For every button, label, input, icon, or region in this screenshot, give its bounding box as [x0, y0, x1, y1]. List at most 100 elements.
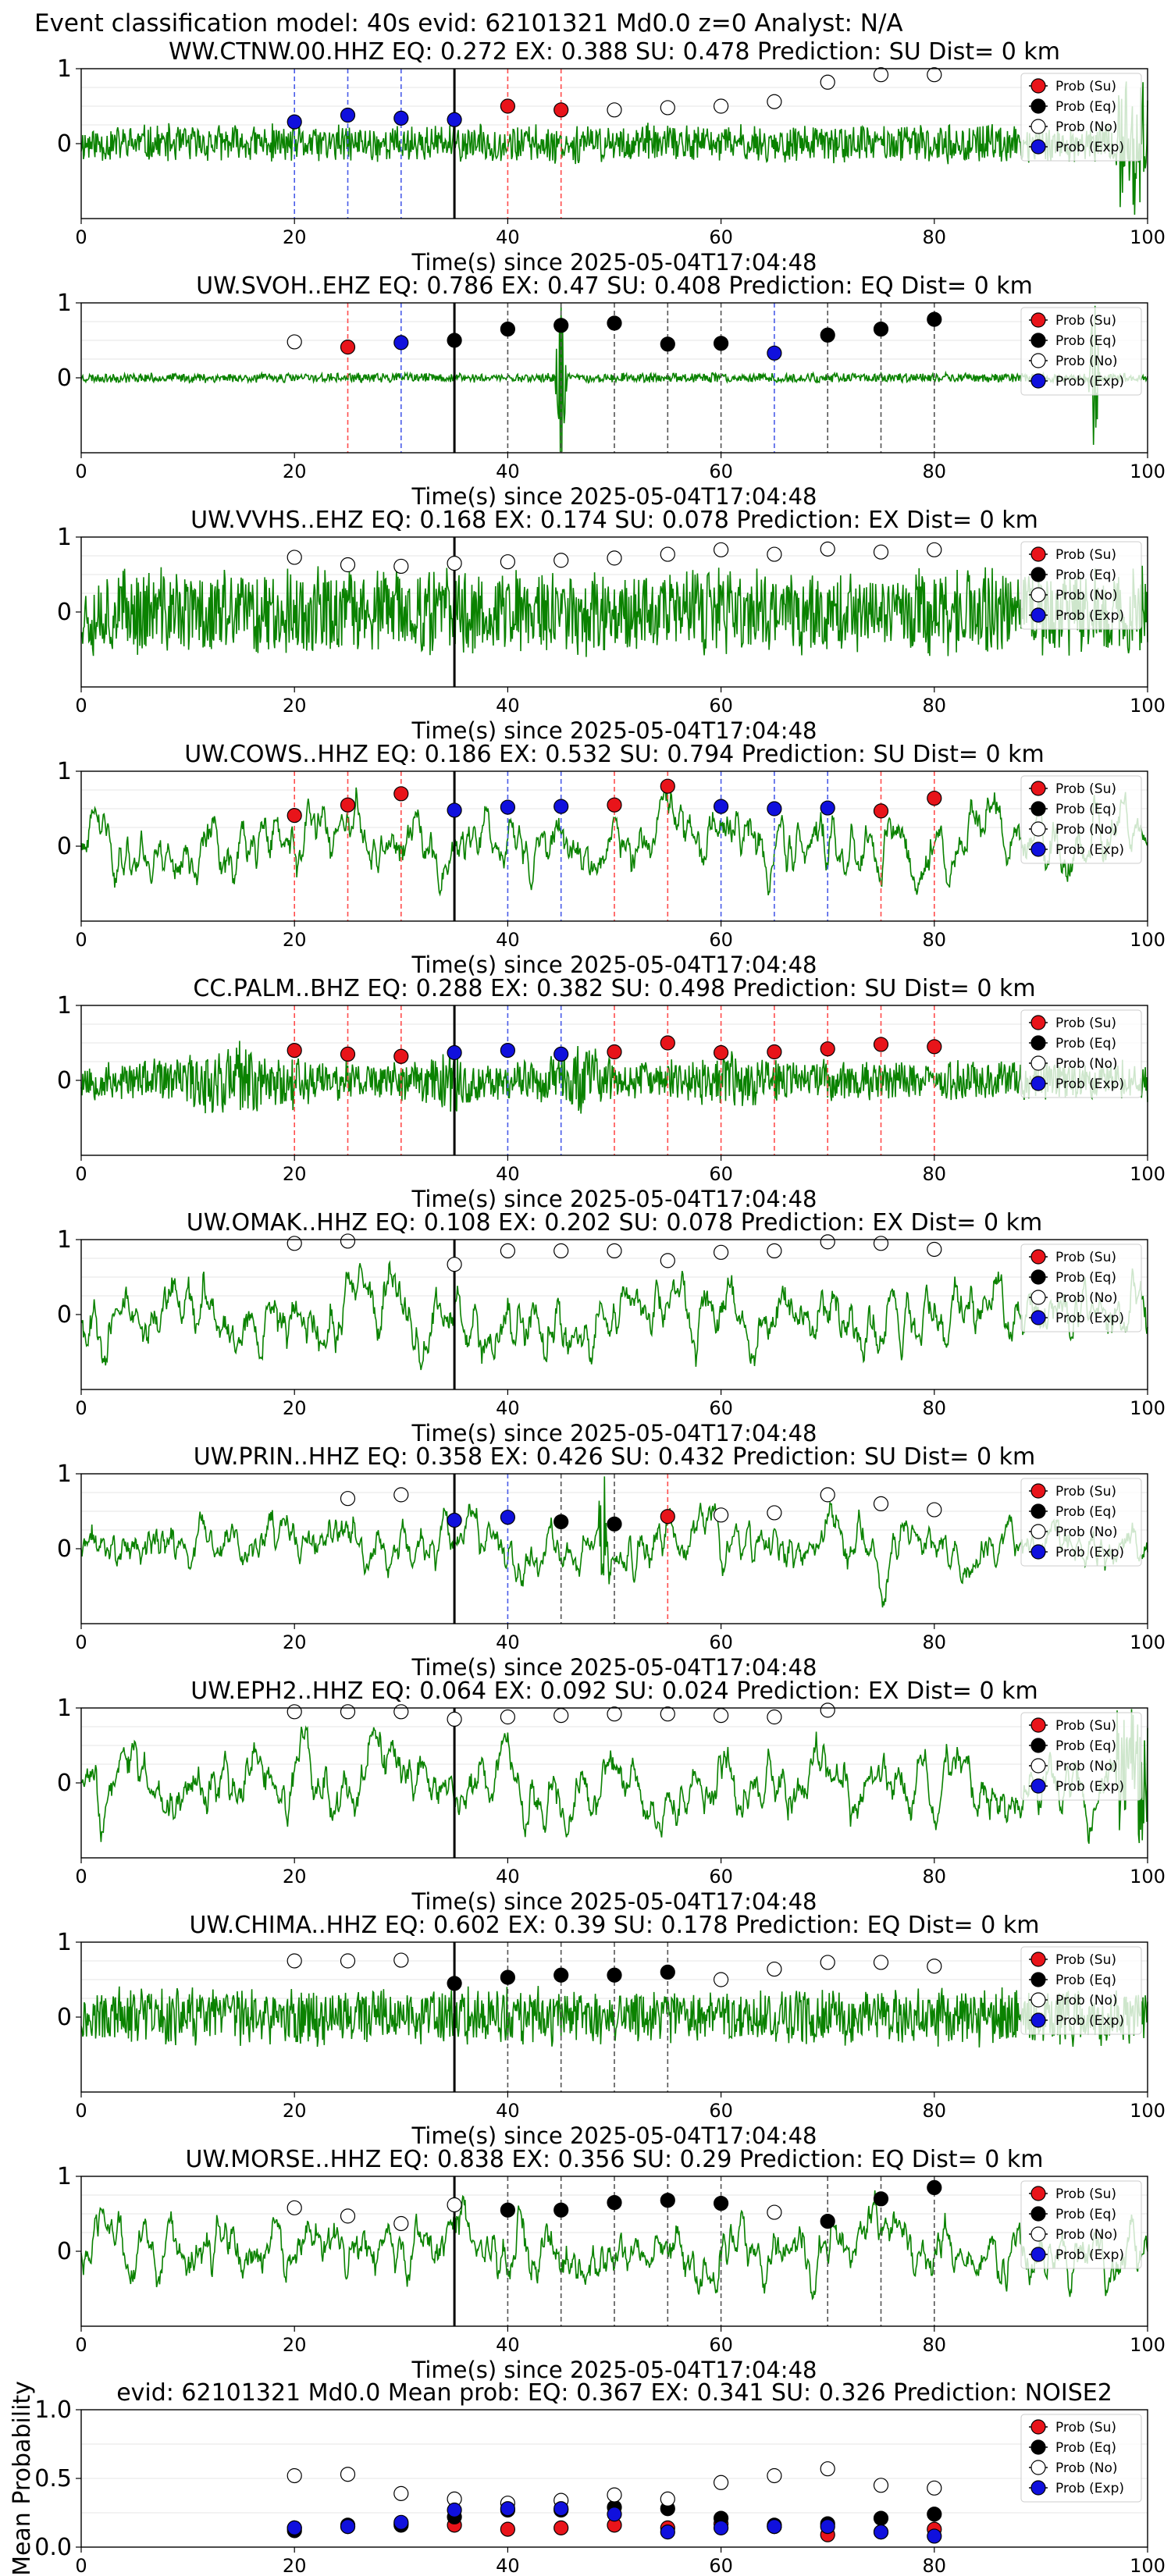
panel-title: WW.CTNW.00.HHZ EQ: 0.272 EX: 0.388 SU: 0… — [169, 38, 1060, 66]
legend-label-su: Prob (Su) — [1055, 1484, 1116, 1500]
x-tick-label: 0 — [75, 2555, 87, 2576]
prob-marker-no — [607, 1706, 622, 1722]
prob-marker-no — [767, 94, 782, 109]
legend-marker-exp — [1030, 1076, 1046, 1091]
y-tick-label: 0 — [57, 1535, 72, 1563]
legend-box — [1020, 307, 1142, 396]
mean-marker-no — [340, 2467, 356, 2482]
x-tick-label: 80 — [923, 695, 947, 717]
prob-marker-eq — [447, 333, 462, 348]
prob-marker-su — [607, 1044, 622, 1060]
legend-marker-exp — [1030, 139, 1046, 155]
mean-marker-no — [393, 2485, 409, 2501]
x-tick-label: 100 — [1130, 695, 1166, 717]
prob-marker-no — [873, 67, 889, 83]
x-tick-label: 100 — [1130, 2334, 1166, 2356]
panel-xlabel: Time(s) since 2025-05-04T17:04:48 — [411, 1888, 817, 1915]
legend-label-su: Prob (Su) — [1055, 547, 1116, 563]
panel-title: UW.COWS..HHZ EQ: 0.186 EX: 0.532 SU: 0.7… — [184, 741, 1044, 768]
prob-marker-su — [767, 1044, 782, 1060]
prob-marker-su — [660, 1035, 675, 1051]
panel-xlabel: Time(s) since 2025-05-04T17:04:48 — [411, 717, 817, 744]
axes-frame — [80, 2176, 1148, 2327]
prob-marker-su — [660, 1509, 675, 1525]
mean-marker-exp — [713, 2520, 729, 2535]
prob-marker-no — [873, 544, 889, 560]
prob-marker-no — [340, 1953, 356, 1969]
x-tick-label: 20 — [283, 1397, 307, 1419]
station-panel-2: Prob (Su) Prob (Eq) Prob (No) Prob (Exp) 0 20… — [57, 272, 1166, 510]
legend-label-exp: Prob (Exp) — [1055, 1076, 1124, 1092]
panel-title: UW.OMAK..HHZ EQ: 0.108 EX: 0.202 SU: 0.0… — [187, 1209, 1042, 1236]
prob-marker-exp — [553, 1046, 569, 1062]
prob-marker-su — [927, 1039, 942, 1055]
legend-marker-no — [1030, 1758, 1046, 1774]
x-tick-label: 0 — [75, 695, 87, 717]
x-tick-label: 60 — [709, 1631, 733, 1653]
legend-box — [1020, 2180, 1142, 2269]
panel-title: UW.MORSE..HHZ EQ: 0.838 EX: 0.356 SU: 0.… — [185, 2146, 1043, 2173]
legend-box — [1020, 73, 1142, 162]
legend-box — [1020, 775, 1142, 864]
legend-box — [1020, 2414, 1142, 2503]
legend-marker-no — [1030, 1290, 1046, 1305]
legend-label-eq: Prob (Eq) — [1055, 802, 1116, 817]
x-tick-label: 60 — [709, 2334, 733, 2356]
prob-marker-eq — [660, 2193, 675, 2208]
prob-marker-no — [927, 1241, 942, 1258]
y-tick-label: 0 — [57, 130, 72, 158]
station-panel-6: Prob (Su) Prob (Eq) Prob (No) Prob (Exp) 0 20… — [57, 1209, 1166, 1446]
prob-marker-no — [927, 542, 942, 557]
x-tick-label: 60 — [709, 929, 733, 951]
legend-label-exp: Prob (Exp) — [1055, 1779, 1124, 1795]
prob-marker-eq — [607, 2195, 622, 2211]
legend-label-no: Prob (No) — [1055, 1525, 1118, 1540]
legend-marker-eq — [1030, 2439, 1046, 2455]
x-tick-label: 60 — [709, 695, 733, 717]
legend-label-su: Prob (Su) — [1055, 79, 1116, 94]
mean-marker-eq — [927, 2507, 942, 2522]
prob-marker-no — [500, 554, 516, 570]
y-tick-label: 0 — [57, 599, 72, 626]
legend-label-eq: Prob (Eq) — [1055, 568, 1116, 583]
x-tick-label: 80 — [923, 1163, 947, 1185]
waveform-trace — [80, 1041, 1148, 1114]
x-tick-label: 40 — [496, 1397, 520, 1419]
mean-marker-exp — [767, 2519, 782, 2535]
legend-marker-su — [1030, 1717, 1046, 1733]
mean-marker-exp — [287, 2520, 302, 2535]
legend-label-no: Prob (No) — [1055, 1056, 1118, 1072]
panel-title: UW.VVHS..EHZ EQ: 0.168 EX: 0.174 SU: 0.0… — [190, 507, 1038, 534]
panel-title: UW.EPH2..HHZ EQ: 0.064 EX: 0.092 SU: 0.0… — [190, 1678, 1038, 1705]
axes-frame — [80, 1941, 1148, 2093]
prob-marker-su — [393, 786, 409, 802]
prob-marker-su — [820, 1041, 835, 1057]
prob-marker-no — [927, 67, 942, 83]
figure-title: Event classification model: 40s evid: 62… — [34, 9, 903, 37]
x-tick-label: 0 — [75, 2100, 87, 2122]
prob-marker-no — [607, 102, 622, 118]
x-tick-label: 20 — [283, 1866, 307, 1888]
prob-marker-no — [820, 1234, 835, 1250]
prob-marker-eq — [873, 322, 889, 337]
y-tick-label: 1 — [57, 1695, 72, 1722]
legend-box — [1020, 1244, 1142, 1332]
mean-marker-exp — [660, 2524, 675, 2540]
x-tick-label: 20 — [283, 461, 307, 482]
prob-marker-no — [447, 2197, 462, 2213]
prob-marker-su — [873, 803, 889, 819]
prob-marker-exp — [820, 800, 835, 816]
legend-marker-no — [1030, 353, 1046, 368]
prob-marker-eq — [713, 336, 729, 351]
x-tick-label: 20 — [283, 2100, 307, 2122]
axes-frame — [80, 2409, 1148, 2548]
prob-marker-eq — [500, 1969, 516, 1985]
prob-marker-no — [873, 1236, 889, 1251]
legend-marker-exp — [1030, 2012, 1046, 2028]
prob-marker-no — [820, 1703, 835, 1718]
legend-label-exp: Prob (Exp) — [1055, 2247, 1124, 2263]
legend-label-su: Prob (Su) — [1055, 1016, 1116, 1031]
prob-marker-su — [660, 778, 675, 794]
legend-label-eq: Prob (Eq) — [1055, 1973, 1116, 1988]
